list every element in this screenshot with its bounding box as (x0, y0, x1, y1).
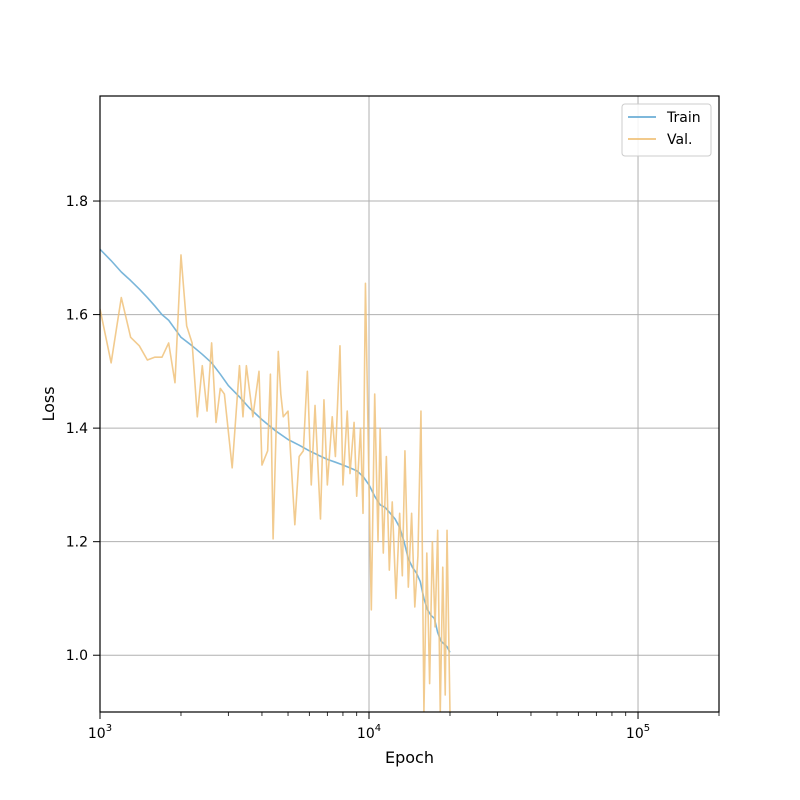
y-axis-title: Loss (39, 386, 58, 421)
x-tick-label: 105 (626, 723, 650, 742)
series-line-val (100, 254, 451, 712)
y-tick-label: 1.8 (66, 194, 88, 210)
x-tick-label: 103 (88, 723, 112, 742)
y-tick-label: 1.6 (66, 308, 88, 324)
plot-frame (99, 95, 720, 713)
legend-train-label: Train (666, 110, 701, 126)
legend-val-label: Val. (667, 132, 692, 148)
series-layer (100, 248, 451, 712)
y-tick-label: 1.4 (66, 421, 88, 437)
legend: Train Val. (621, 103, 712, 157)
x-tick-label: 104 (357, 723, 381, 742)
x-axis-title: Epoch (385, 748, 434, 767)
y-tick-label: 1.2 (66, 535, 88, 551)
ticks: 103 104 105 1.0 1.2 1.4 1.6 1.8 (66, 194, 720, 742)
y-tick-label: 1.0 (66, 648, 88, 664)
